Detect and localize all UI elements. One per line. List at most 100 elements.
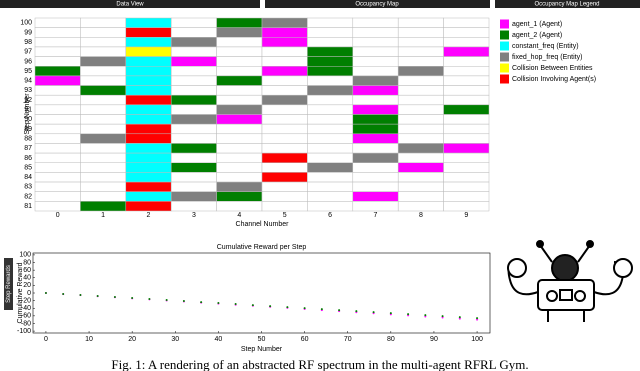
cell	[353, 86, 398, 96]
cell	[444, 153, 489, 163]
cell	[444, 76, 489, 86]
cell	[126, 201, 171, 211]
point	[45, 292, 47, 294]
cell	[217, 47, 262, 57]
point	[97, 295, 99, 297]
point	[269, 305, 271, 307]
point	[476, 317, 478, 319]
step-label: 98	[24, 39, 32, 46]
channel-label: 1	[101, 212, 105, 219]
cell	[353, 192, 398, 202]
header-title: Data View	[116, 2, 144, 8]
x-axis-label: Step Number	[241, 346, 283, 353]
cell	[35, 153, 80, 163]
cell	[307, 86, 352, 96]
channel-label: 6	[328, 212, 332, 219]
legend: agent_1 (Agent)agent_2 (Agent)constant_f…	[500, 20, 596, 84]
cell	[262, 18, 307, 28]
cell	[171, 28, 216, 38]
point	[148, 298, 150, 300]
cell	[126, 37, 171, 47]
cell	[35, 105, 80, 115]
cell	[307, 95, 352, 105]
cell	[262, 163, 307, 173]
cell	[80, 115, 125, 125]
x-tick-label: 60	[301, 336, 309, 343]
cell	[35, 28, 80, 38]
point	[200, 301, 202, 303]
cell	[171, 143, 216, 153]
cell	[398, 134, 443, 144]
cell	[171, 95, 216, 105]
y-tick-label: -80	[21, 320, 31, 327]
cell	[80, 124, 125, 134]
step-label: 88	[24, 135, 32, 142]
step-rewards-label[interactable]: Step Rewards	[6, 265, 12, 303]
point	[321, 308, 323, 310]
cell	[171, 134, 216, 144]
header-title: Occupancy Map Legend	[534, 2, 599, 8]
cell	[262, 143, 307, 153]
cell	[171, 201, 216, 211]
cell	[35, 57, 80, 67]
cell	[35, 115, 80, 125]
cell	[398, 86, 443, 96]
cell	[262, 76, 307, 86]
cell	[126, 115, 171, 125]
cell	[398, 172, 443, 182]
cell	[307, 115, 352, 125]
y-tick-label: -20	[21, 297, 31, 304]
cell	[217, 86, 262, 96]
point	[252, 304, 254, 306]
cell	[80, 86, 125, 96]
cell	[307, 57, 352, 67]
step-label: 84	[24, 174, 32, 181]
cell	[35, 201, 80, 211]
point	[424, 314, 426, 316]
channel-label: 2	[147, 212, 151, 219]
point	[114, 296, 116, 298]
cell	[126, 134, 171, 144]
cell	[307, 124, 352, 134]
caption: Fig. 1: A rendering of an abstracted RF …	[111, 357, 528, 371]
cell	[35, 76, 80, 86]
cell	[35, 95, 80, 105]
cell	[217, 37, 262, 47]
cell	[217, 95, 262, 105]
cell	[80, 201, 125, 211]
point	[286, 306, 288, 308]
point	[442, 315, 444, 317]
cell	[398, 76, 443, 86]
robot-logo	[508, 241, 632, 322]
cell	[35, 172, 80, 182]
cell	[126, 143, 171, 153]
point	[459, 316, 461, 318]
cell	[35, 182, 80, 192]
cell	[126, 124, 171, 134]
cell	[307, 201, 352, 211]
cell	[262, 105, 307, 115]
cell	[353, 66, 398, 76]
cell	[353, 172, 398, 182]
cell	[307, 192, 352, 202]
cell	[444, 86, 489, 96]
cell	[80, 172, 125, 182]
step-label: 87	[24, 145, 32, 152]
header-title: Occupancy Map	[355, 2, 399, 8]
y-tick-label: 80	[23, 259, 31, 266]
cell	[171, 192, 216, 202]
cell	[80, 37, 125, 47]
cell	[444, 192, 489, 202]
cell	[80, 47, 125, 57]
cell	[398, 105, 443, 115]
x-tick-label: 50	[258, 336, 266, 343]
cell	[444, 66, 489, 76]
legend-label: Collision Between Entities	[512, 65, 593, 72]
chart-title: Cumulative Reward per Step	[217, 244, 307, 251]
cell	[126, 18, 171, 28]
cell	[126, 105, 171, 115]
point	[183, 300, 185, 302]
cell	[444, 95, 489, 105]
point	[355, 310, 357, 312]
cell	[126, 163, 171, 173]
